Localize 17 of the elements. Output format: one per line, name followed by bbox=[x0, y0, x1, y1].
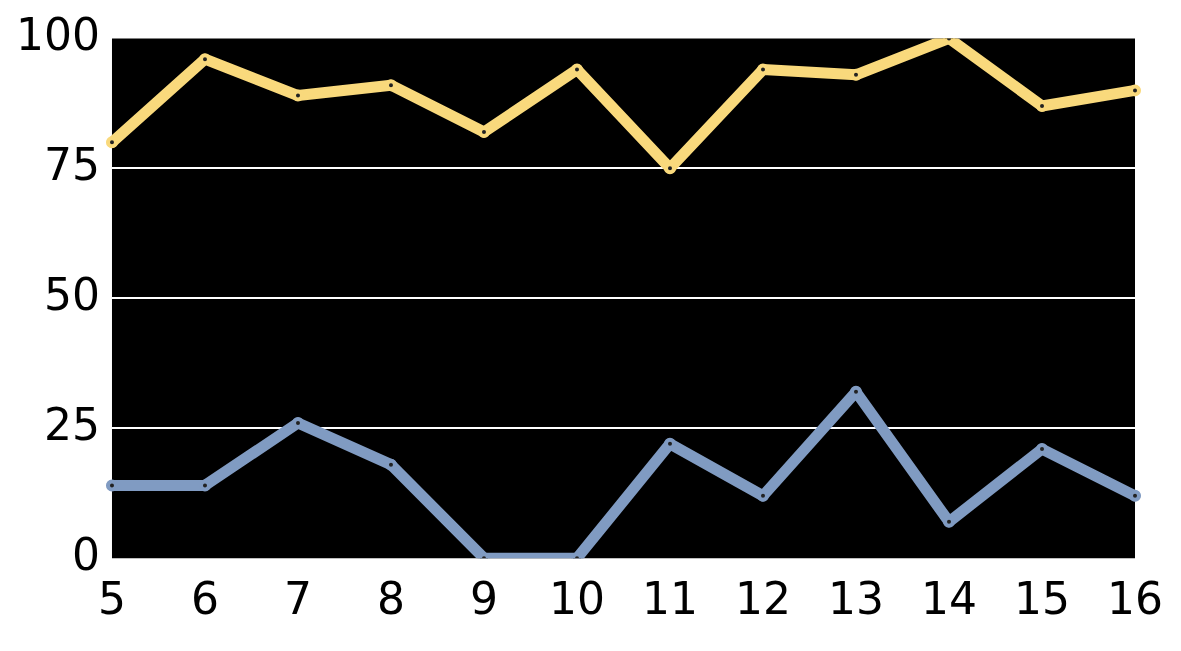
x-tick-label: 16 bbox=[1107, 573, 1164, 625]
x-tick-label: 15 bbox=[1014, 573, 1070, 625]
y-tick-label: 100 bbox=[16, 8, 100, 60]
x-tick-label: 13 bbox=[828, 573, 884, 625]
y-tick-label: 0 bbox=[71, 528, 100, 580]
x-tick-label: 11 bbox=[642, 573, 698, 625]
y-tick-label: 25 bbox=[43, 398, 100, 450]
x-tick-label: 6 bbox=[190, 573, 219, 625]
x-tick-label: 10 bbox=[548, 573, 605, 625]
x-tick-label: 14 bbox=[921, 573, 977, 625]
y-tick-label: 50 bbox=[43, 268, 100, 320]
x-tick-label: 9 bbox=[469, 573, 498, 625]
x-tick-label: 7 bbox=[283, 573, 312, 625]
x-tick-label: 8 bbox=[376, 573, 405, 625]
x-tick-label: 12 bbox=[735, 573, 791, 625]
x-tick-label: 5 bbox=[97, 573, 126, 625]
y-tick-label: 75 bbox=[43, 138, 100, 190]
